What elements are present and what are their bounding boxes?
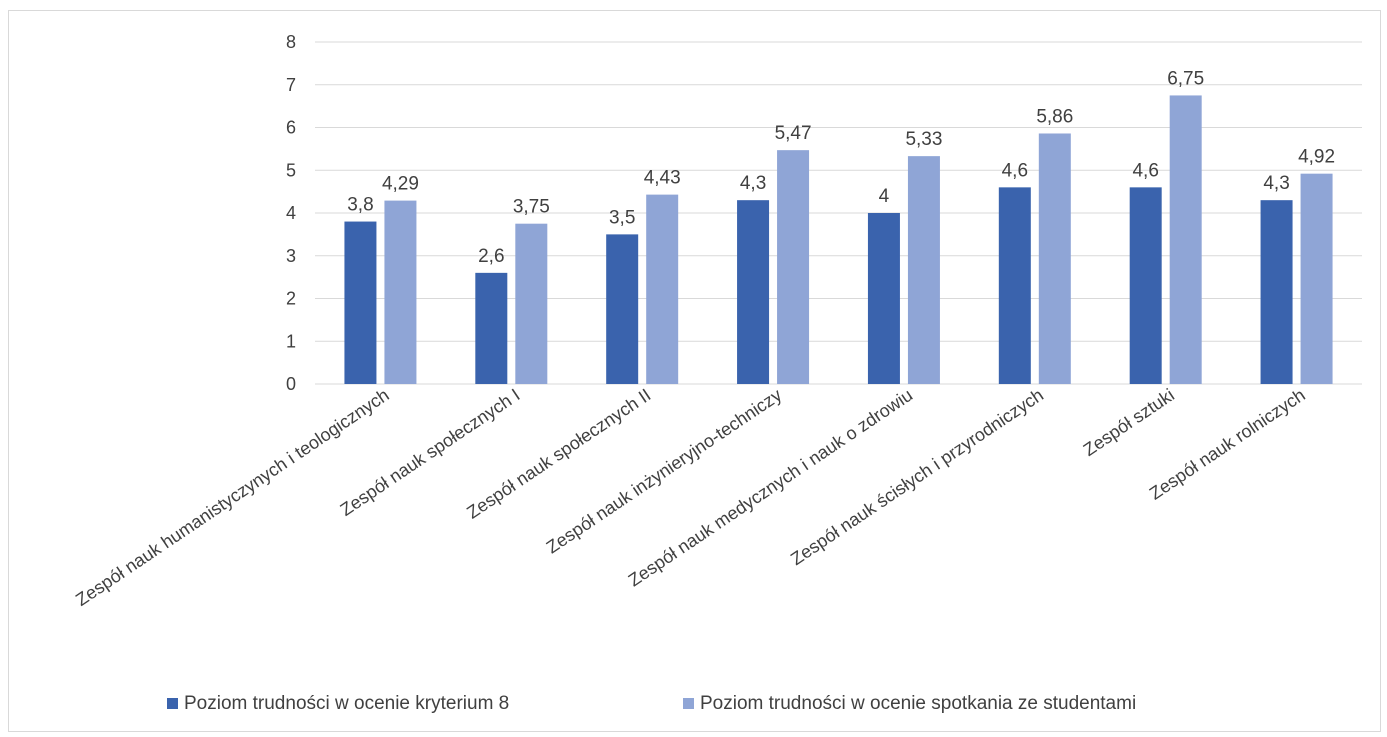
data-label: 3,5 xyxy=(609,207,635,228)
data-label: 2,6 xyxy=(478,246,504,267)
data-label: 4,43 xyxy=(644,168,681,189)
bar-series-1 xyxy=(1129,187,1162,384)
data-labels: 3,8 4,29 2,6 3,75 3,5 4,43 4,3 5,47 4 5,33 4,6 5,86… xyxy=(347,68,1335,266)
x-category-label: Zespół nauk inżynieryjno-techniczy xyxy=(543,385,786,558)
data-label: 5,47 xyxy=(775,123,812,144)
y-tick-label: 1 xyxy=(286,331,296,351)
gridlines xyxy=(315,41,1362,385)
bar-series-1 xyxy=(1260,200,1293,384)
bar-series-2 xyxy=(1038,133,1071,384)
bar-series-1 xyxy=(998,187,1031,384)
y-tick-label: 0 xyxy=(286,374,296,394)
chart-frame xyxy=(8,10,1381,732)
data-label: 3,75 xyxy=(513,197,550,218)
legend: Poziom trudności w ocenie kryterium 8 Poz… xyxy=(167,693,1136,714)
data-label: 5,33 xyxy=(905,129,942,150)
y-tick-label: 7 xyxy=(286,75,296,95)
bar-series-2 xyxy=(1300,173,1333,384)
data-label: 4,92 xyxy=(1298,147,1335,168)
y-tick-label: 5 xyxy=(286,160,296,180)
data-label: 5,86 xyxy=(1036,106,1073,127)
x-category-label: Zespół nauk medycznych i nauk o zdrowiu xyxy=(625,385,917,591)
bar-series-1 xyxy=(737,200,770,384)
legend-swatch xyxy=(167,698,178,709)
y-tick-label: 6 xyxy=(286,118,296,138)
data-label: 4,6 xyxy=(1132,160,1158,181)
legend-label: Poziom trudności w ocenie kryterium 8 xyxy=(184,693,509,714)
bar-series-1 xyxy=(867,213,900,384)
data-label: 4,29 xyxy=(382,174,419,195)
bar-series-1 xyxy=(475,272,508,384)
legend-label: Poziom trudności w ocenie spotkania ze s… xyxy=(700,693,1136,714)
y-tick-label: 2 xyxy=(286,289,296,309)
data-label: 6,75 xyxy=(1167,68,1204,89)
bar-series-2 xyxy=(777,150,810,384)
bar-series-2 xyxy=(1169,95,1202,384)
x-category-label: Zespół sztuki xyxy=(1080,385,1178,460)
y-tick-label: 3 xyxy=(286,246,296,266)
bars xyxy=(344,95,1333,384)
x-category-label: Zespół nauk ścisłych i przyrodniczych xyxy=(787,385,1047,569)
data-label: 4,3 xyxy=(740,173,766,194)
bar-series-2 xyxy=(384,200,417,384)
y-axis-ticks: 0 1 2 3 4 5 6 7 8 xyxy=(286,32,296,394)
bar-series-2 xyxy=(646,194,679,384)
bar-series-2 xyxy=(907,156,940,384)
data-label: 3,8 xyxy=(347,195,373,216)
bar-series-1 xyxy=(606,234,639,384)
y-tick-label: 8 xyxy=(286,32,296,52)
bar-series-2 xyxy=(515,223,548,384)
legend-swatch xyxy=(683,698,694,709)
bar-series-1 xyxy=(344,221,377,384)
y-tick-label: 4 xyxy=(286,203,296,223)
x-axis-categories: Zespół nauk humanistyczynych i teologicz… xyxy=(72,385,1309,610)
data-label: 4,3 xyxy=(1263,173,1289,194)
data-label: 4 xyxy=(879,186,890,207)
data-label: 4,6 xyxy=(1002,160,1028,181)
